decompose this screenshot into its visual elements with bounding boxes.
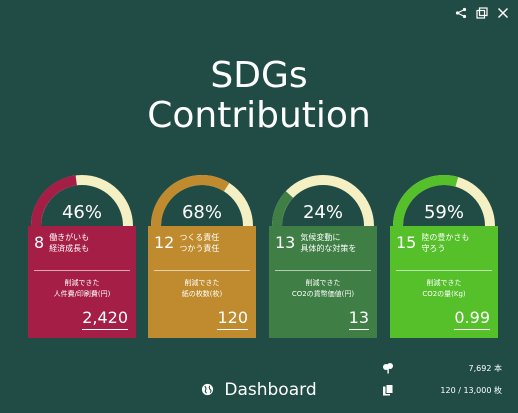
paper-icon [382,384,394,396]
sdg-card-13[interactable]: 24% 13 気候変動に 具体的な対策を 削減できた CO2の貨幣価値(円) 1… [269,168,377,348]
sdg-card-15[interactable]: 59% 15 陸の豊かさも 守ろう 削減できた CO2の量(Kg) 0.99 [390,168,498,348]
sdg-card-12[interactable]: 68% 12 つくる責任 つかう責任 削減できた 紙の枚数(枚) 120 [148,168,256,348]
sdg-cards: 46% 8 働きがいも 経済成長も 削減できた 人件費/印刷費(円) 2,420… [28,168,498,358]
gauge-fill [272,191,294,227]
title-line-1: SDGs [210,55,308,96]
gauge [31,175,133,227]
goal-number: 13 [275,233,296,252]
goal-header: 12 つくる責任 つかう責任 [154,232,219,254]
metric-value: 120 [217,308,248,330]
goal-text: 働きがいも 経済成長も [49,233,90,253]
metric-value: 13 [348,308,369,330]
goal-header: 8 働きがいも 経済成長も [34,232,89,254]
trees-count: 7,692 本 [468,363,502,373]
trees-stat: 7,692 本 [382,362,502,374]
tree-icon [382,362,394,374]
goal-header: 13 気候変動に 具体的な対策を [275,232,356,254]
percent-label: 46% [61,202,102,223]
goal-number: 15 [396,233,417,252]
percent-label: 68% [181,202,222,223]
goal-number: 12 [154,233,175,252]
divider [275,270,371,271]
gauge-fill [31,175,78,227]
metric-label: 削減できた 人件費/印刷費(円) [53,279,111,298]
metric-label: 削減できた CO2の量(Kg) [422,279,466,298]
title-line-2: Contribution [147,95,371,136]
goal-text: つくる責任 つかう責任 [179,233,220,253]
goal-text: 陸の豊かさも 守ろう [421,233,470,253]
dashboard-label: Dashboard [224,380,317,400]
sheets-stat: 120 / 13,000 枚 [382,384,502,396]
goal-number: 8 [34,233,45,252]
dashboard-link[interactable]: Dashboard [0,380,518,400]
metric-value: 0.99 [454,308,490,330]
percent-label: 24% [302,202,343,223]
goal-text: 気候変動に 具体的な対策を [300,233,357,253]
gauge-fill [393,175,459,227]
divider [154,270,250,271]
gauge-fill [151,175,230,227]
goal-header: 15 陸の豊かさも 守ろう [396,232,469,254]
metric-label: 削減できた CO2の貨幣価値(円) [291,279,355,298]
percent-label: 59% [423,202,464,223]
close-icon[interactable] [496,6,510,20]
gauge [393,175,495,227]
card-panel: 15 陸の豊かさも 守ろう 削減できた CO2の量(Kg) 0.99 [390,226,498,338]
page-title: SDGs Contribution [0,56,518,136]
globe-icon [201,381,214,400]
metric-label: 削減できた 紙の枚数(枚) [181,279,223,298]
window-controls [454,6,510,20]
metric-value: 2,420 [82,308,128,330]
popout-icon[interactable] [475,6,489,20]
card-panel: 12 つくる責任 つかう責任 削減できた 紙の枚数(枚) 120 [148,226,256,338]
card-panel: 8 働きがいも 経済成長も 削減できた 人件費/印刷費(円) 2,420 [28,226,136,338]
gauge [151,175,253,227]
gauge [272,175,374,227]
sdg-card-8[interactable]: 46% 8 働きがいも 経済成長も 削減できた 人件費/印刷費(円) 2,420 [28,168,136,348]
share-icon[interactable] [454,6,468,20]
card-panel: 13 気候変動に 具体的な対策を 削減できた CO2の貨幣価値(円) 13 [269,226,377,338]
divider [396,270,492,271]
divider [34,270,130,271]
sheets-count: 120 / 13,000 枚 [440,385,502,395]
